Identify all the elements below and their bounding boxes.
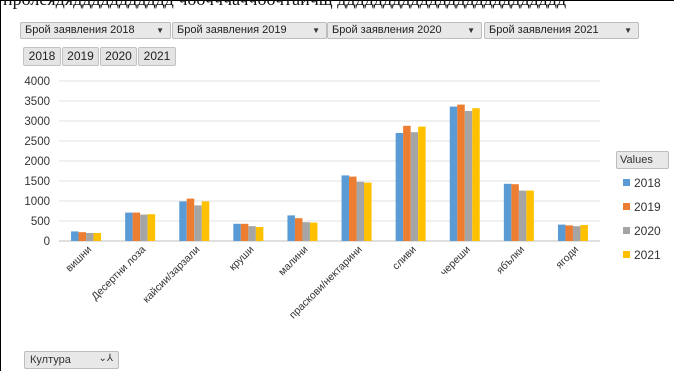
legend-label: 2018 [634, 176, 661, 190]
bar-2021 [364, 182, 372, 241]
legend-swatch [623, 251, 630, 258]
bar-2018 [71, 231, 79, 241]
y-tick-label: 0 [44, 236, 50, 248]
bar-2021 [418, 126, 426, 241]
dropdown-arrow-icon[interactable]: ▼ [624, 26, 632, 35]
x-tick-label: череши [438, 244, 473, 279]
y-tick-label: 2500 [24, 136, 50, 148]
dropdown-arrow-icon[interactable]: ▼ [156, 26, 164, 35]
bar-2018 [125, 212, 133, 241]
x-tick-label: круши [227, 244, 257, 274]
bar-2020 [356, 181, 365, 241]
filter-button-1[interactable]: Брой заявления 2018 ▼ [20, 22, 171, 39]
bar-2021 [472, 108, 480, 241]
bar-2021 [147, 214, 156, 241]
bar-2018 [557, 224, 566, 241]
filter-button-2[interactable]: Брой заявления 2019 ▼ [172, 22, 327, 39]
year-button-2018[interactable]: 2018 [23, 47, 61, 66]
legend-swatch [623, 179, 630, 186]
y-tick-label: 4000 [24, 76, 50, 88]
x-tick-label: кайсии/зарзали [141, 244, 203, 306]
bar-2020 [464, 111, 473, 241]
bar-2019 [78, 232, 87, 241]
bar-2021 [201, 201, 210, 241]
bar-2018 [449, 106, 458, 241]
bar-2019 [565, 225, 573, 241]
legend-swatch [623, 227, 630, 234]
y-tick-label: 3000 [24, 116, 50, 128]
bar-2020 [410, 132, 419, 241]
bar-2021 [93, 233, 102, 241]
bar-2018 [341, 175, 350, 241]
y-tick-label: 3500 [24, 96, 50, 108]
bar-2019 [457, 104, 465, 241]
bar-2019 [294, 218, 303, 241]
x-tick-label: малини [276, 244, 311, 279]
bar-2021 [255, 227, 264, 241]
legend-entry-2021: 2021 [623, 248, 661, 262]
legend-title-button[interactable]: Values [616, 151, 669, 169]
legend-label: 2020 [634, 224, 661, 238]
bar-2018 [287, 215, 295, 241]
filter-label: Брой заявления 2020 [332, 24, 442, 36]
filter-label: Брой заявления 2018 [25, 24, 135, 36]
x-tick-label: сливи [390, 244, 419, 273]
bar-2019 [403, 125, 411, 241]
filter-icon[interactable]: ⌄⅄ [98, 353, 114, 364]
legend-swatch [623, 203, 630, 210]
culture-field-label: Култура [30, 354, 71, 366]
filter-label: Брой заявления 2021 [489, 24, 599, 36]
x-tick-label: Десертни лоза [89, 244, 148, 303]
clipped-header-text: пролеядяддддддддддд чоочччаччоочтаичщ дд… [1, 0, 675, 9]
filter-button-4[interactable]: Брой заявления 2021 ▼ [484, 22, 639, 39]
legend-label: 2019 [634, 200, 661, 214]
bar-2018 [233, 223, 241, 241]
legend-label: 2021 [634, 248, 661, 262]
y-tick-label: 2000 [24, 156, 50, 168]
bar-2019 [511, 184, 519, 241]
bar-2019 [132, 212, 141, 241]
legend-entry-2018: 2018 [623, 176, 661, 190]
bar-2020 [302, 222, 310, 241]
x-tick-label: вишни [63, 244, 94, 275]
bar-2021 [526, 190, 534, 241]
dropdown-arrow-icon[interactable]: ▼ [467, 26, 475, 35]
legend-entry-2019: 2019 [623, 200, 661, 214]
bar-2018 [179, 201, 187, 241]
year-button-2020[interactable]: 2020 [100, 47, 137, 66]
bar-2020 [140, 214, 148, 241]
x-tick-label: ябълки [494, 244, 527, 277]
bar-2021 [580, 225, 588, 241]
bar-2020 [572, 226, 581, 241]
bar-2020 [86, 233, 94, 241]
x-tick-label: ягоди [554, 244, 582, 272]
bar-2019 [186, 198, 195, 241]
y-tick-label: 500 [31, 216, 50, 228]
legend-entry-2020: 2020 [623, 224, 661, 238]
bar-2018 [395, 133, 404, 241]
bar-2019 [349, 176, 357, 241]
bar-2020 [248, 226, 256, 241]
year-button-2021[interactable]: 2021 [138, 47, 176, 66]
filter-label: Брой заявления 2019 [177, 24, 287, 36]
filter-button-3[interactable]: Брой заявления 2020 ▼ [327, 22, 482, 39]
dropdown-arrow-icon[interactable]: ▼ [312, 26, 320, 35]
y-tick-label: 1500 [24, 176, 50, 188]
bar-2018 [503, 183, 512, 241]
bar-2020 [194, 205, 202, 241]
y-tick-label: 1000 [24, 196, 50, 208]
year-button-2019[interactable]: 2019 [62, 47, 99, 66]
culture-field-button[interactable]: Култура ⌄⅄ [24, 351, 119, 369]
bar-2019 [240, 223, 249, 241]
bar-2020 [518, 190, 527, 241]
bar-2021 [309, 222, 318, 241]
